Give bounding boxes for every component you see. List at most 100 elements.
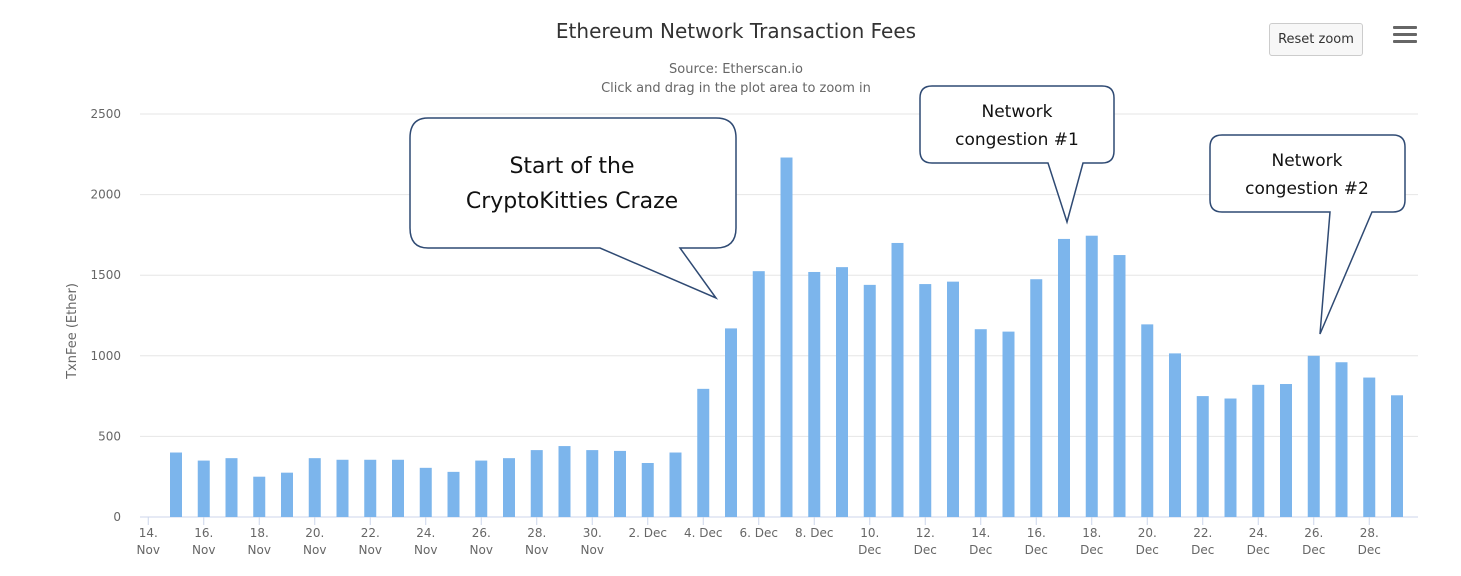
bar[interactable]	[863, 284, 876, 517]
callout-congestion-2-line2: congestion #2	[1245, 179, 1369, 199]
bar[interactable]	[1030, 279, 1043, 517]
y-tick-label: 500	[98, 429, 121, 443]
x-tick-label: 14.	[139, 526, 158, 540]
bar[interactable]	[336, 459, 349, 517]
menu-line	[1393, 26, 1417, 29]
bar[interactable]	[392, 459, 404, 517]
menu-line	[1393, 33, 1417, 36]
x-tick-label: Dec	[1080, 543, 1103, 557]
x-tick-label: 24.	[1249, 526, 1268, 540]
bar[interactable]	[364, 459, 377, 517]
y-tick-label: 2000	[90, 188, 121, 202]
x-tick-label: Nov	[525, 543, 548, 557]
bar[interactable]	[836, 267, 848, 517]
bar[interactable]	[1363, 377, 1376, 517]
bar[interactable]	[419, 467, 432, 517]
x-tick-label: Dec	[1302, 543, 1325, 557]
callout-congestion-1-line1: Network	[982, 102, 1053, 122]
x-tick-label: Nov	[581, 543, 604, 557]
bar[interactable]	[558, 446, 571, 517]
callout-congestion-1: Network congestion #1	[919, 85, 1115, 225]
bar[interactable]	[281, 472, 293, 517]
callout-congestion-1-line2: congestion #1	[955, 130, 1079, 150]
bar[interactable]	[974, 329, 987, 517]
x-tick-label: 2. Dec	[629, 526, 667, 540]
bar[interactable]	[780, 157, 793, 518]
x-tick-label: Dec	[1191, 543, 1214, 557]
reset-zoom-button[interactable]: Reset zoom	[1269, 23, 1363, 56]
x-tick-label: Nov	[248, 543, 271, 557]
bar[interactable]	[947, 281, 959, 517]
x-tick-label: Dec	[969, 543, 992, 557]
x-tick-label: 12.	[916, 526, 935, 540]
y-tick-label: 1000	[90, 349, 121, 363]
bar[interactable]	[1113, 255, 1126, 518]
x-tick-label: Dec	[1025, 543, 1048, 557]
bar[interactable]	[475, 460, 488, 517]
bar[interactable]	[1391, 395, 1403, 517]
bar[interactable]	[1196, 396, 1209, 517]
bar[interactable]	[1335, 362, 1348, 517]
bar[interactable]	[641, 462, 654, 517]
bar[interactable]	[1307, 355, 1320, 517]
callout-congestion-2-line1: Network	[1272, 151, 1343, 171]
bar[interactable]	[447, 471, 460, 517]
callout-congestion-1-shape	[919, 85, 1115, 225]
chart-subtitle: Source: Etherscan.io	[669, 62, 803, 77]
bar[interactable]	[1085, 235, 1098, 517]
bar[interactable]	[253, 476, 266, 517]
x-tick-label: Nov	[359, 543, 382, 557]
bar[interactable]	[752, 271, 765, 517]
bar[interactable]	[808, 271, 821, 517]
y-axis-title: TxnFee (Ether)	[65, 283, 80, 380]
hamburger-menu-icon[interactable]	[1393, 26, 1417, 46]
x-tick-label: Dec	[914, 543, 937, 557]
bar[interactable]	[725, 328, 737, 517]
bar-series[interactable]	[170, 157, 1403, 518]
bar[interactable]	[1141, 324, 1154, 517]
callout-cryptokitties-shape	[409, 117, 737, 300]
x-tick-label: Dec	[1247, 543, 1270, 557]
x-tick-label: 4. Dec	[684, 526, 722, 540]
x-tick-label: Nov	[192, 543, 215, 557]
bar[interactable]	[1224, 398, 1237, 517]
x-tick-label: 26.	[1304, 526, 1323, 540]
x-tick-label: 26.	[472, 526, 491, 540]
bar[interactable]	[669, 452, 682, 517]
bar[interactable]	[919, 284, 932, 517]
x-tick-label: 14.	[971, 526, 990, 540]
callout-cryptokitties: Start of the CryptoKitties Craze	[409, 117, 737, 300]
bar[interactable]	[1252, 384, 1265, 517]
x-tick-label: 20.	[305, 526, 324, 540]
bar[interactable]	[1169, 353, 1181, 517]
x-tick-label: 16.	[1027, 526, 1046, 540]
bar[interactable]	[1002, 331, 1015, 517]
bar[interactable]	[1280, 384, 1292, 517]
x-tick-label: 24.	[416, 526, 435, 540]
x-tick-label: 30.	[583, 526, 602, 540]
x-tick-label: 28.	[1360, 526, 1379, 540]
bar[interactable]	[225, 458, 238, 517]
bar[interactable]	[891, 242, 904, 517]
y-axis: 0 500 1000 1500 2000 2500	[90, 107, 121, 524]
callout-congestion-2-shape	[1209, 134, 1406, 335]
y-tick-label: 1500	[90, 268, 121, 282]
chart-zoom-hint: Click and drag in the plot area to zoom …	[601, 81, 871, 96]
bar[interactable]	[530, 450, 543, 517]
callout-cryptokitties-line2: CryptoKitties Craze	[466, 189, 678, 214]
bar[interactable]	[1058, 238, 1070, 517]
bar[interactable]	[308, 458, 321, 517]
x-tick-label: 8. Dec	[795, 526, 833, 540]
menu-line	[1393, 40, 1417, 43]
bar[interactable]	[614, 450, 626, 517]
bar[interactable]	[697, 388, 710, 517]
x-tick-label: 22.	[361, 526, 380, 540]
bar[interactable]	[197, 460, 210, 517]
bar[interactable]	[170, 452, 182, 517]
bar[interactable]	[503, 458, 515, 517]
x-tick-label: 18.	[250, 526, 269, 540]
chart-title: Ethereum Network Transaction Fees	[556, 19, 916, 43]
y-tick-label: 0	[113, 510, 121, 524]
bar[interactable]	[586, 450, 599, 517]
